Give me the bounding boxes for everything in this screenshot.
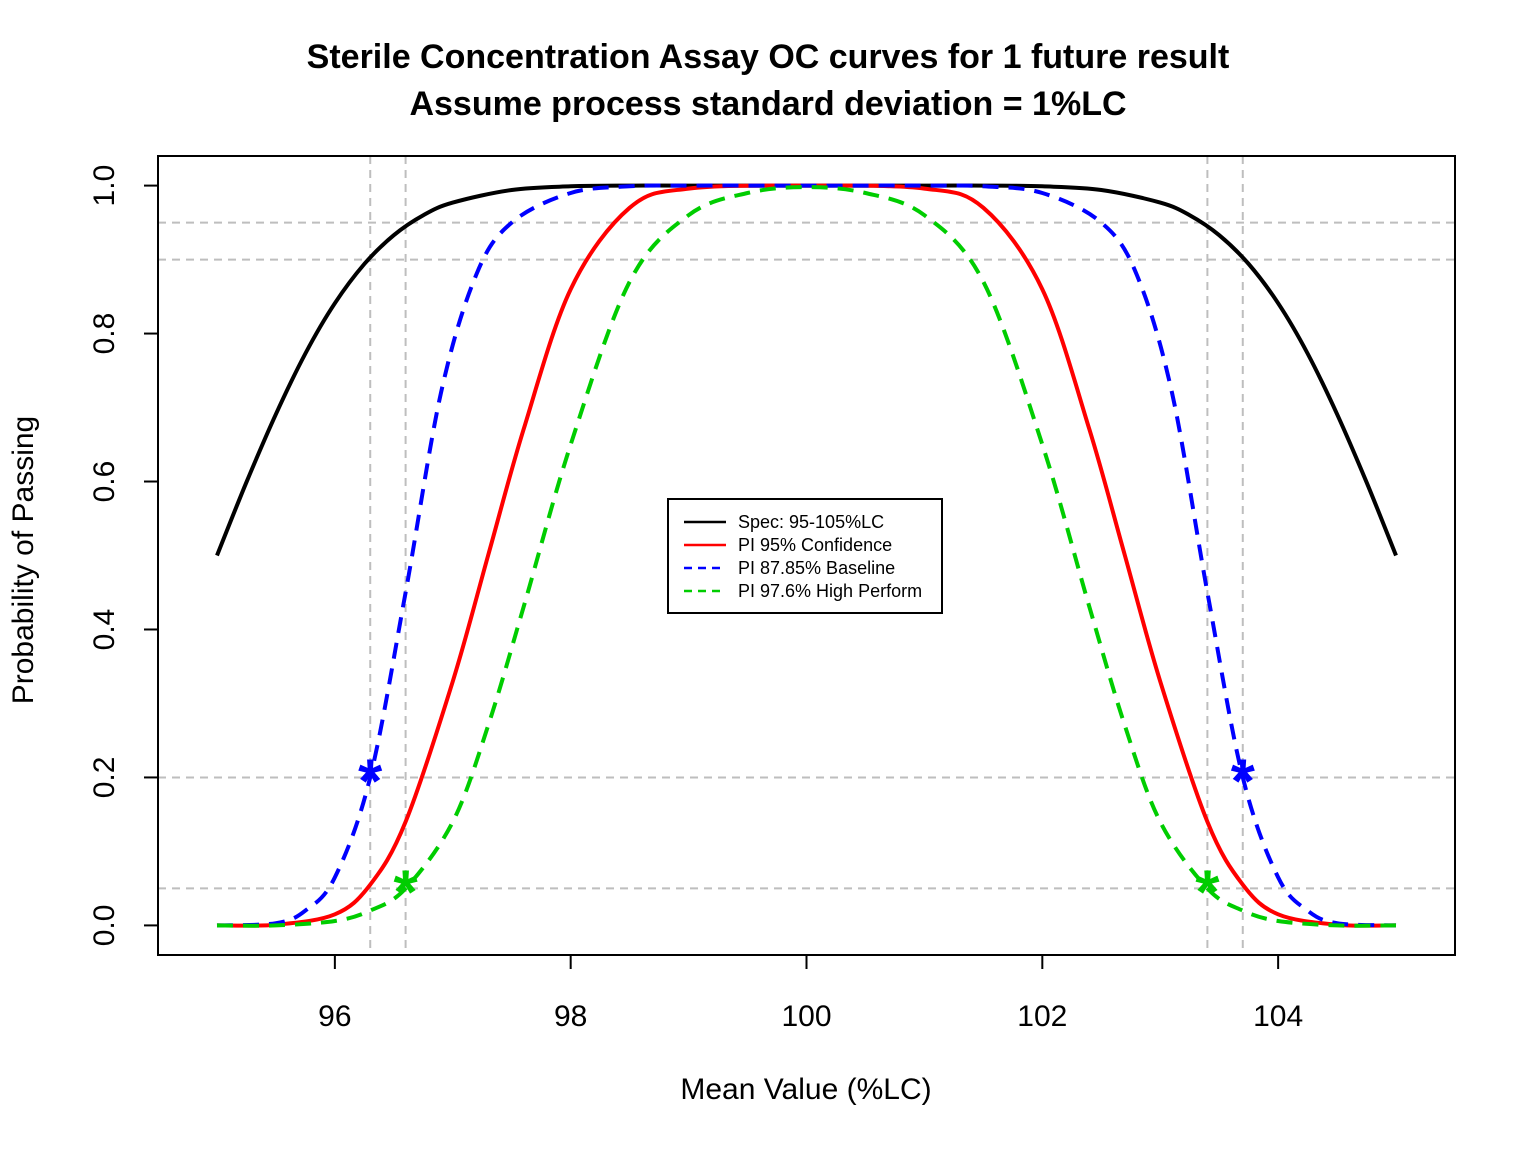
legend-box <box>667 498 943 614</box>
y-tick-label: 0.4 <box>88 609 121 651</box>
legend-label: PI 97.6% High Perform <box>738 581 922 601</box>
x-tick-label: 96 <box>318 1000 351 1033</box>
y-tick-label: 0.2 <box>88 757 121 799</box>
chart-title: Sterile Concentration Assay OC curves fo… <box>306 38 1230 76</box>
y-tick-label: 0.0 <box>88 905 121 947</box>
x-tick-label: 104 <box>1253 1000 1303 1033</box>
legend-label: PI 95% Confidence <box>738 535 892 555</box>
series-line-3 <box>216 183 1397 928</box>
point-marker: * <box>394 858 419 927</box>
x-tick-label: 100 <box>781 1000 831 1033</box>
chart-subtitle: Assume process standard deviation = 1%LC <box>409 85 1127 123</box>
point-marker: * <box>1231 747 1256 816</box>
x-tick-label: 102 <box>1017 1000 1067 1033</box>
y-axis-label: Probability of Passing <box>7 415 40 705</box>
y-tick-label: 0.6 <box>88 461 121 503</box>
x-tick-label: 98 <box>554 1000 587 1033</box>
legend-label: PI 87.85% Baseline <box>738 558 895 578</box>
y-tick-label: 0.8 <box>88 313 121 355</box>
y-tick-label: 1.0 <box>88 165 121 207</box>
point-marker: * <box>358 747 383 816</box>
x-axis-label: Mean Value (%LC) <box>680 1073 932 1106</box>
point-marker: * <box>1195 858 1220 927</box>
legend-label: Spec: 95-105%LC <box>738 512 884 532</box>
